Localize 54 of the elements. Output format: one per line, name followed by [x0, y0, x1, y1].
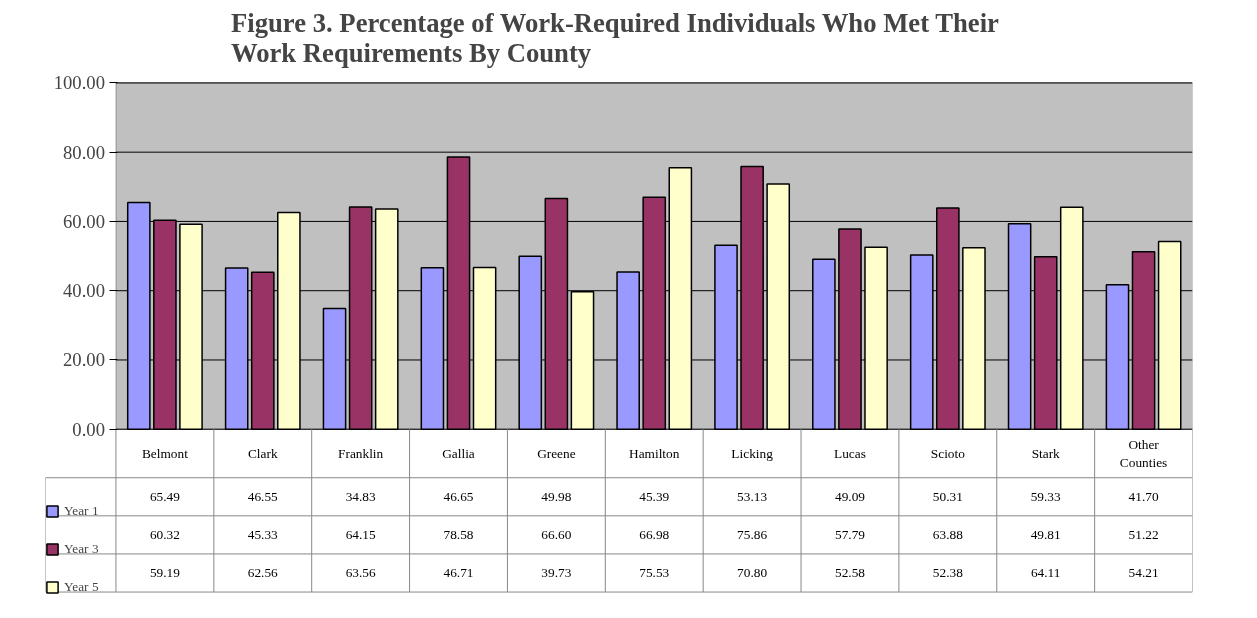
data-label: 75.86 — [737, 526, 768, 542]
data-label: 70.80 — [737, 564, 768, 580]
data-label: 49.81 — [1030, 526, 1061, 542]
x-tick-label: Lucas — [834, 445, 866, 461]
data-label: 63.56 — [345, 564, 376, 580]
data-label: 65.49 — [149, 488, 181, 504]
data-label: 52.38 — [932, 564, 964, 580]
x-tick-label: Other Counties — [1119, 436, 1168, 470]
x-tick-label: Stark — [1031, 445, 1061, 461]
data-label: 60.32 — [149, 526, 180, 542]
y-tick-label: 0.00 — [72, 418, 105, 440]
x-tick-label: Scioto — [930, 445, 966, 461]
data-label: 54.21 — [1128, 564, 1159, 580]
data-label: 50.31 — [932, 488, 963, 504]
chart-title: Figure 3. Percentage of Work-Required Individuals Who Met Their Work Requirements By County — [231, 7, 1000, 68]
data-label: 46.55 — [247, 488, 279, 504]
data-label: 59.33 — [1030, 488, 1062, 504]
data-label: 39.73 — [541, 564, 572, 580]
data-label: 53.13 — [737, 488, 768, 504]
data-label: 46.71 — [443, 564, 474, 580]
legend-label: Year 3 — [64, 541, 99, 557]
x-tick-label: Belmont — [141, 445, 189, 461]
data-label: 52.58 — [834, 564, 866, 580]
data-label: 49.09 — [834, 488, 866, 504]
y-tick-label: 60.00 — [62, 210, 105, 232]
x-tick-label: Hamilton — [629, 445, 680, 461]
data-label: 66.60 — [541, 526, 572, 542]
data-label: 63.88 — [932, 526, 964, 542]
x-tick-label: Gallia — [442, 445, 475, 461]
data-label: 34.83 — [345, 488, 376, 504]
data-label: 59.19 — [149, 564, 181, 580]
data-label: 66.98 — [639, 526, 670, 542]
legend-label: Year 1 — [64, 503, 99, 519]
y-tick-label: 100.00 — [53, 72, 105, 94]
x-tick-label: Clark — [247, 445, 278, 461]
data-label: 46.65 — [443, 488, 474, 504]
y-tick-label: 20.00 — [62, 349, 105, 371]
y-tick-label: 40.00 — [62, 280, 105, 302]
legend-label: Year 5 — [64, 579, 99, 595]
data-label: 62.56 — [247, 564, 279, 580]
data-label: 49.98 — [541, 488, 572, 504]
data-label: 41.70 — [1128, 488, 1159, 504]
data-label: 75.53 — [639, 564, 670, 580]
data-label: 64.15 — [345, 526, 376, 542]
x-tick-label: Greene — [537, 445, 576, 461]
data-label: 78.58 — [443, 526, 474, 542]
x-tick-label: Franklin — [338, 445, 384, 461]
data-label: 45.39 — [639, 488, 670, 504]
data-label: 57.79 — [834, 526, 866, 542]
data-label: 64.11 — [1030, 564, 1061, 580]
x-tick-label: Licking — [731, 445, 774, 461]
y-tick-label: 80.00 — [62, 141, 105, 163]
data-label: 45.33 — [247, 526, 279, 542]
data-label: 51.22 — [1128, 526, 1159, 542]
